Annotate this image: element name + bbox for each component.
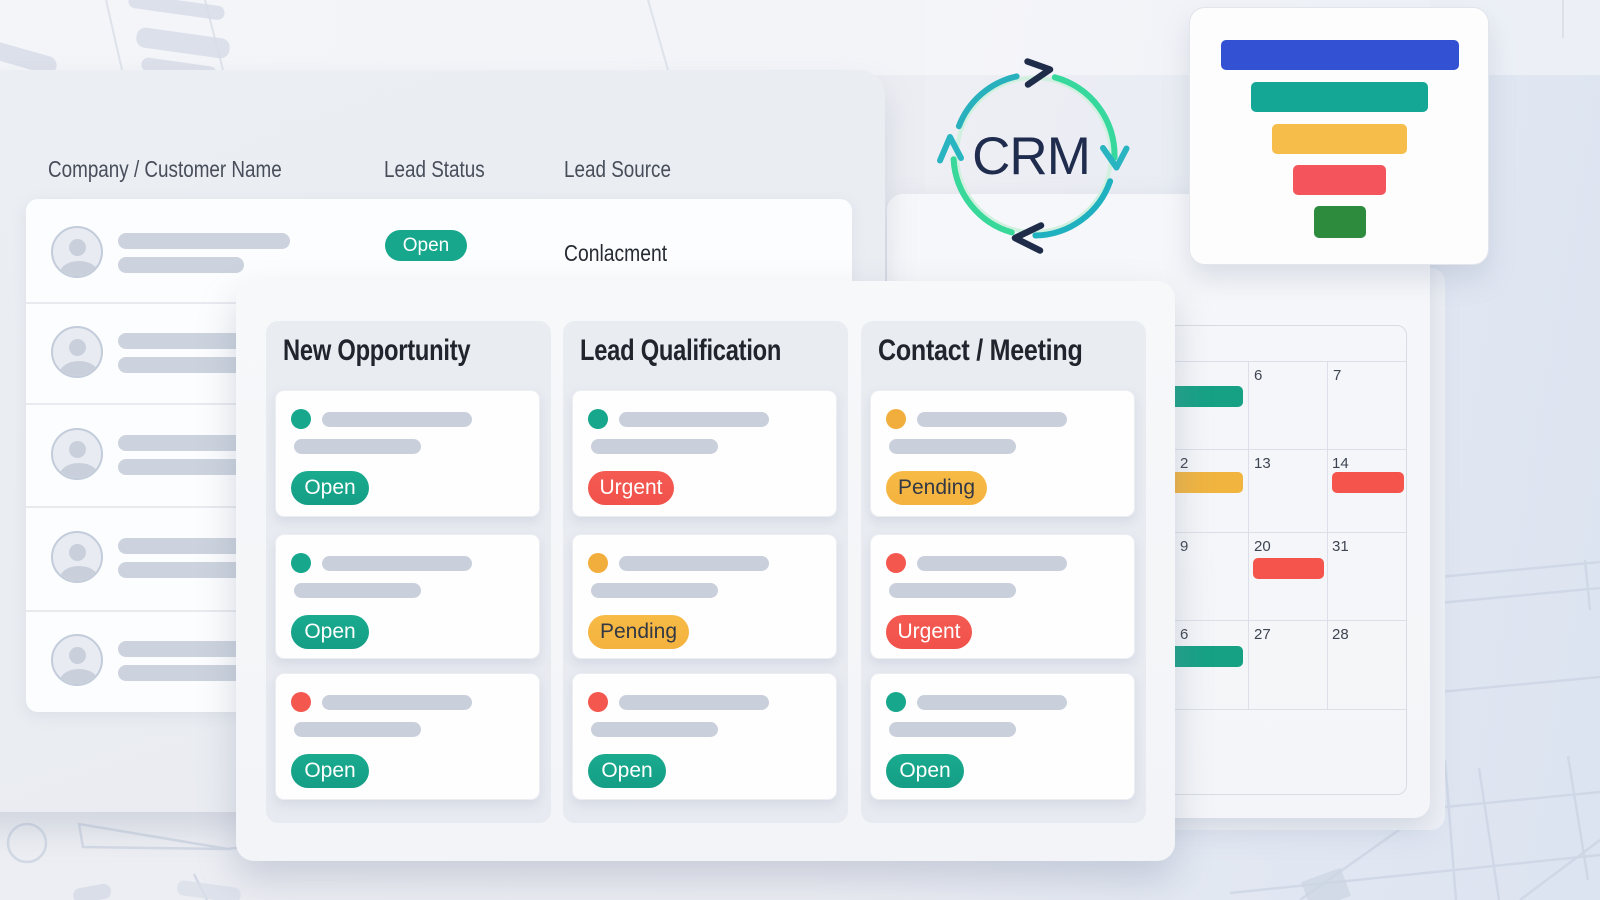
- svg-text:CRM: CRM: [972, 127, 1090, 186]
